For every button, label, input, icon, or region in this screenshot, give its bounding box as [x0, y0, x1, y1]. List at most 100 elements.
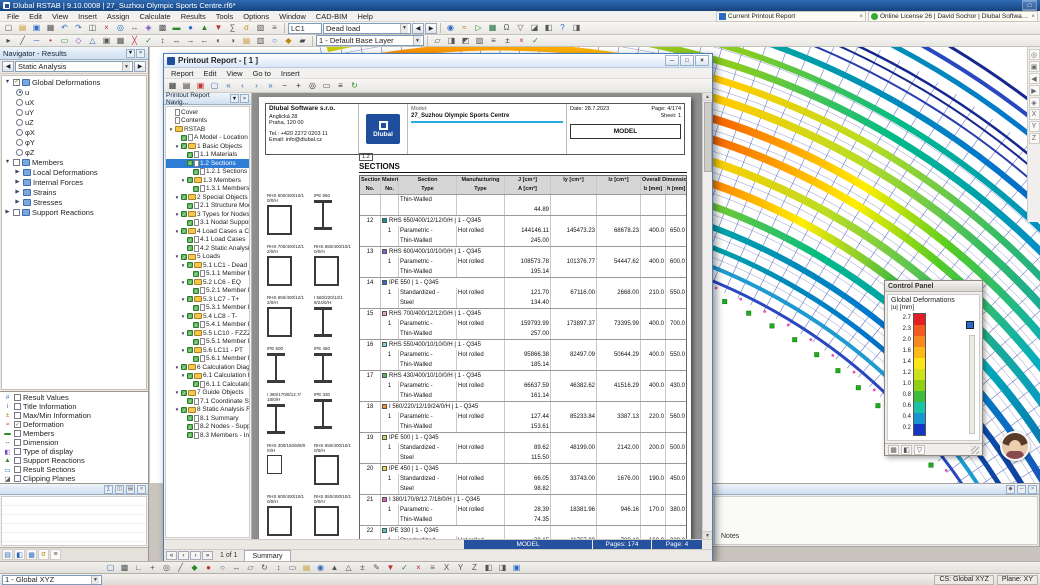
nav-data-icon[interactable]: ▤ — [2, 549, 13, 560]
menu-tools[interactable]: Tools — [215, 11, 234, 21]
scroll-down-icon[interactable]: ▼ — [703, 531, 712, 539]
render-icon[interactable]: ◧ — [544, 23, 553, 32]
menu-cad-bim[interactable]: CAD-BIM — [315, 11, 348, 21]
printout-close-button[interactable]: × — [695, 55, 709, 66]
export-icon[interactable]: ▤ — [126, 484, 135, 494]
support-icon[interactable]: ▲ — [200, 23, 209, 32]
next-page-icon[interactable]: › — [255, 80, 258, 90]
display-option-type-of-display[interactable]: ◧ Type of display — [4, 447, 74, 456]
frame-icon[interactable]: ▱ — [434, 35, 441, 45]
menu-view[interactable]: View — [52, 11, 69, 21]
report-tree-item-7-1-coordinate-syste[interactable]: ✓7.1 Coordinate Syste... — [187, 397, 249, 405]
next-analysis-button[interactable]: ▶ — [134, 61, 146, 72]
visibility-icon[interactable]: ◉ — [317, 562, 324, 572]
tab-summary[interactable]: Summary — [243, 550, 292, 561]
load-icon[interactable]: ▼ — [214, 23, 223, 32]
node-icon[interactable]: ● — [188, 23, 193, 32]
ok-icon[interactable]: ✓ — [532, 35, 539, 45]
panel-filter-icon[interactable]: ▽ — [914, 444, 925, 455]
close-x-icon[interactable]: × — [519, 35, 524, 45]
menu-file[interactable]: File — [7, 11, 20, 21]
results-tree-item-global-deformations[interactable]: ▼ ✓ Global Deformations — [4, 77, 101, 87]
license-panel[interactable]: Online License 26 | David Sochor | Dluba… — [868, 11, 1038, 22]
report-tree-item-rstab[interactable]: ▼ RSTAB — [168, 125, 206, 133]
printout-titlebar[interactable]: Printout Report - [ 1 ] ─ □ × — [164, 54, 712, 68]
prev-page-icon[interactable]: ‹ — [241, 80, 244, 90]
shade-r-icon[interactable]: ◨ — [447, 35, 456, 45]
scrollbar-thumb[interactable] — [703, 102, 712, 172]
report-tree-item-8-1-summary[interactable]: ✓ 8.1 Summary — [187, 414, 239, 422]
open-icon[interactable]: ▤ — [18, 23, 27, 32]
grid-snap-icon[interactable]: ▩ — [120, 562, 129, 572]
report-tree-item-1-basic-objects[interactable]: ▼ ✓ 1 Basic Objects — [174, 142, 243, 150]
axes-y-icon[interactable]: Y — [457, 562, 464, 572]
control-panel-title[interactable]: Control Panel — [885, 281, 982, 292]
preview-icon[interactable]: ▤ — [182, 80, 191, 90]
report-tree-item-5-1-1-member-l[interactable]: ✓5.1.1 Member L... — [193, 270, 249, 278]
cfg-icon[interactable]: ▣ — [512, 562, 521, 572]
polar-icon[interactable]: ◎ — [163, 562, 170, 572]
notes-panel-body[interactable]: Notes — [714, 496, 1038, 545]
coordinate-system-combo[interactable]: 1 - Global XYZ ▼ — [2, 574, 102, 585]
print-icon[interactable]: ▦ — [46, 23, 55, 32]
menu-help[interactable]: Help — [357, 11, 373, 21]
copy-icon[interactable]: ◫ — [88, 23, 97, 32]
results-icon[interactable]: σ — [244, 23, 249, 32]
new-node-icon[interactable]: • — [49, 35, 52, 45]
zoom-fit-icon[interactable]: ◎ — [309, 80, 316, 90]
show-results-icon[interactable]: ◉ — [447, 23, 454, 32]
next-view-icon[interactable]: ▶ — [1028, 85, 1040, 96]
report-tree-item-contents[interactable]: Contents — [166, 117, 249, 126]
report-tree-item-cover[interactable]: Cover — [166, 108, 249, 117]
prev-analysis-button[interactable]: ◀ — [2, 61, 14, 72]
axes-z-icon[interactable]: Z — [472, 562, 477, 572]
help-icon[interactable]: ? — [560, 23, 565, 32]
annotate-icon[interactable]: ✎ — [373, 562, 380, 572]
report-tree-item-5-4-lc8-t[interactable]: ▼ ✓ 5.4 LC8 - T- — [180, 312, 238, 320]
fit-view-icon[interactable]: ◎ — [1028, 49, 1040, 60]
pin-icon[interactable]: ▼ — [126, 48, 135, 58]
close-icon[interactable]: × — [136, 48, 145, 58]
report-tree-item-1-3-1-members[interactable]: ✓1.3.1 Members - ... — [193, 185, 249, 193]
report-tree-item-8-3-members-inter[interactable]: ✓8.3 Members - Inter... — [187, 431, 249, 439]
h-move-icon[interactable]: ↔ — [172, 35, 181, 45]
prev-view-icon[interactable]: ◀ — [1028, 73, 1040, 84]
diamond-icon[interactable]: ◆ — [285, 35, 292, 45]
grid-icon[interactable]: ▩ — [158, 23, 167, 32]
display-option-deformation[interactable]: ≈ ✓ Deformation — [0, 420, 148, 429]
report-tree-item-2-1-structure-modific[interactable]: ✓2.1 Structure Modific... — [187, 202, 249, 210]
report-tree-item-6-1-1-calculation[interactable]: ✓6.1.1 Calculation... — [193, 380, 249, 388]
nav-results-icon[interactable]: σ — [38, 549, 49, 560]
rotate-view-icon[interactable]: ↻ — [261, 562, 268, 572]
next-load-case-button[interactable]: ▶ — [425, 22, 437, 34]
report-tree-item-4-1-load-cases[interactable]: ✓ 4.1 Load Cases — [187, 236, 246, 244]
report-tree-item-2-special-objects[interactable]: ▼ ✓ 2 Special Objects — [174, 193, 248, 201]
last-sheet-icon[interactable]: » — [202, 551, 213, 560]
half-l-icon[interactable]: ◐ — [216, 35, 221, 45]
close-icon[interactable]: × — [859, 13, 863, 20]
half2-icon[interactable]: ◨ — [498, 562, 507, 572]
prev-sheet-icon[interactable]: ‹ — [178, 551, 189, 560]
flag-icon[interactable]: ▼ — [386, 562, 395, 572]
check-icon[interactable]: ✓ — [145, 35, 152, 45]
report-tree-item-8-static-analysis-results[interactable]: ▼✓8 Static Analysis Results — [174, 406, 249, 414]
dim-icon[interactable]: ↔ — [232, 562, 241, 572]
animation-icon[interactable]: ▷ — [475, 23, 482, 32]
nav-display-icon[interactable]: ◧ — [14, 549, 25, 560]
cancel-icon[interactable]: × — [416, 562, 421, 572]
workplane-icon[interactable]: ▱ — [247, 562, 254, 572]
report-tree-item-3-types-for-nodes[interactable]: ▼ ✓ 3 Types for Nodes — [174, 210, 249, 218]
results-tree-item-members[interactable]: ▼ Members — [4, 157, 64, 167]
first-page-icon[interactable]: « — [226, 80, 231, 90]
x-view-icon[interactable]: X — [1028, 109, 1040, 120]
units-icon[interactable]: Ω — [503, 23, 510, 32]
display-option-members[interactable]: ▬ Members — [4, 429, 55, 438]
last-page-icon[interactable]: » — [268, 80, 273, 90]
z-view-icon[interactable]: Z — [1028, 133, 1040, 144]
report-tree-item-1-3-members[interactable]: ▼ ✓ 1.3 Members — [180, 176, 241, 184]
menu-edit[interactable]: Edit — [29, 11, 43, 21]
node-snap-icon[interactable]: ● — [206, 562, 211, 572]
scroll-up-icon[interactable]: ▲ — [703, 93, 712, 101]
guideline-icon[interactable]: ╱ — [178, 562, 183, 572]
load-case-combo[interactable]: Dead load ▼ — [323, 22, 411, 34]
